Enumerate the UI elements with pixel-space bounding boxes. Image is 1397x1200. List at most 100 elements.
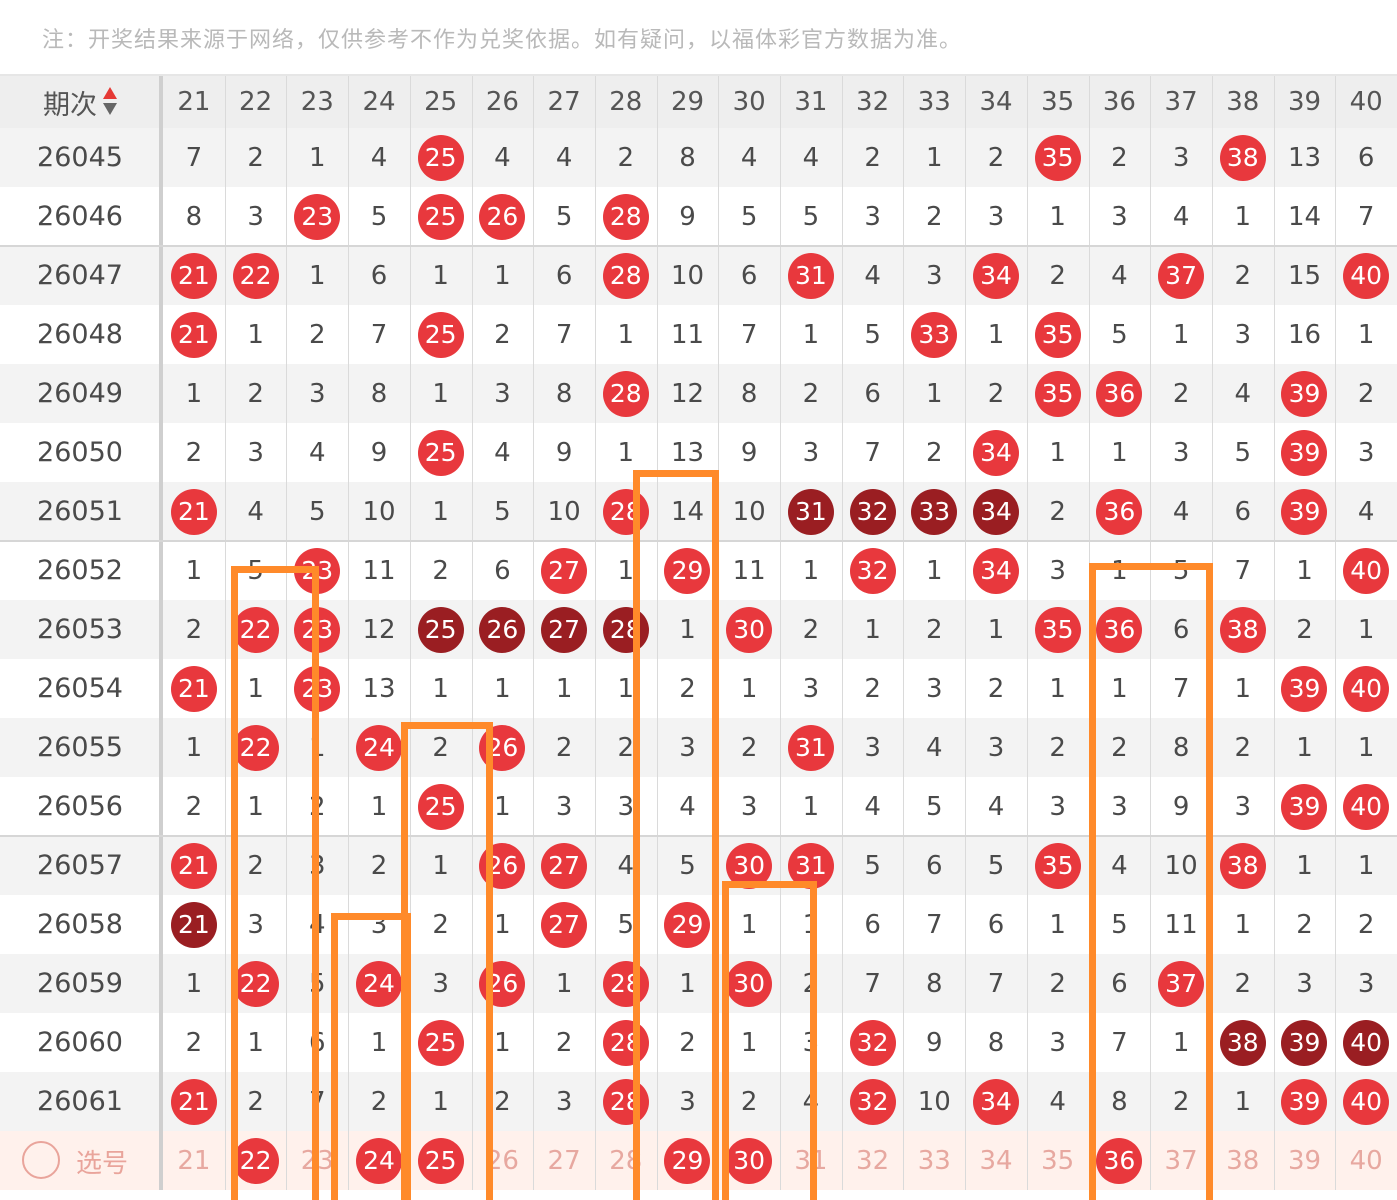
table-cell: 3 — [617, 791, 635, 822]
column-divider — [1335, 76, 1337, 1190]
pick-cell[interactable]: 38 — [1226, 1145, 1260, 1176]
table-cell: 3 — [1172, 142, 1190, 173]
table-cell: 2 — [555, 732, 573, 763]
column-divider — [409, 76, 411, 1190]
table-cell: 9 — [1172, 791, 1190, 822]
table-cell: 11 — [1164, 909, 1198, 940]
table-cell: 33 — [903, 305, 965, 364]
table-cell: 1 — [740, 1027, 758, 1058]
pick-cell[interactable]: 32 — [856, 1145, 890, 1176]
pick-cell[interactable]: 27 — [547, 1145, 581, 1176]
table-cell: 4 — [1111, 850, 1128, 881]
table-cell: 7 — [1111, 1027, 1128, 1058]
drawn-number-ball: 34 — [972, 1078, 1019, 1125]
pick-cell[interactable]: 40 — [1349, 1145, 1383, 1176]
column-divider — [903, 76, 905, 1190]
table-cell: 1 — [247, 673, 264, 704]
header-col-30: 30 — [732, 87, 766, 117]
table-cell: 4 — [926, 732, 943, 763]
table-cell: 7 — [370, 319, 388, 350]
table-cell: 1 — [617, 673, 635, 704]
table-cell: 37 — [1150, 954, 1212, 1013]
pick-cell[interactable]: 37 — [1164, 1145, 1198, 1176]
pick-cell[interactable]: 22 — [225, 1131, 287, 1190]
header-col-40: 40 — [1349, 87, 1383, 117]
table-cell: 4 — [494, 437, 511, 468]
pick-cell[interactable]: 30 — [718, 1131, 780, 1190]
radio-circle-icon[interactable] — [22, 1141, 60, 1179]
drawn-number-ball: 26 — [479, 193, 526, 240]
table-cell: 38 — [1212, 836, 1274, 895]
table-cell: 7 — [987, 968, 1005, 999]
table-cell: 2 — [185, 1027, 203, 1058]
selected-number-ball[interactable]: 36 — [1096, 1137, 1143, 1184]
table-cell: 6 — [370, 260, 388, 291]
pick-cell[interactable]: 39 — [1287, 1145, 1322, 1176]
table-cell: 3 — [247, 909, 264, 940]
table-cell: 7 — [185, 142, 203, 173]
drawn-number-ball: 31 — [787, 842, 834, 889]
table-cell: 39 — [1274, 482, 1336, 541]
column-divider — [780, 76, 781, 1190]
table-cell: 25 — [410, 1013, 472, 1072]
table-cell: 9 — [370, 437, 388, 468]
table-cell: 1 — [432, 496, 449, 527]
pick-cell[interactable]: 29 — [657, 1131, 719, 1190]
table-cell: 2 — [926, 437, 943, 468]
drawn-number-ball: 37 — [1158, 960, 1205, 1007]
table-cell: 15 — [1287, 260, 1322, 291]
header-issue-label[interactable]: 期次 — [0, 76, 160, 128]
table-cell: 2 — [1296, 909, 1313, 940]
table-cell: 4 — [1111, 260, 1128, 291]
table-cell: 22 — [225, 246, 287, 305]
drawn-number-ball: 24 — [355, 960, 402, 1007]
table-cell: 1 — [1172, 1027, 1190, 1058]
drawn-number-ball: 37 — [1158, 252, 1205, 299]
table-cell: 2 — [1234, 732, 1252, 763]
selected-number-ball[interactable]: 22 — [232, 1137, 279, 1184]
sort-icon[interactable] — [103, 87, 117, 117]
issue-number: 26045 — [37, 142, 123, 173]
table-cell: 1 — [309, 260, 326, 291]
table-cell: 2 — [1357, 909, 1375, 940]
table-cell: 4 — [494, 142, 511, 173]
table-cell: 3 — [1049, 555, 1066, 586]
drawn-number-ball: 39 — [1281, 488, 1328, 535]
header-col-27: 27 — [547, 87, 581, 117]
header-col-37: 37 — [1164, 87, 1198, 117]
table-cell: 1 — [1111, 437, 1128, 468]
table-cell: 4 — [1049, 1086, 1066, 1117]
drawn-number-ball: 28 — [602, 252, 649, 299]
table-cell: 2 — [309, 319, 326, 350]
table-cell: 2 — [802, 614, 820, 645]
table-cell: 6 — [987, 909, 1005, 940]
pick-label: 选号 — [76, 1149, 129, 1179]
table-cell: 39 — [1274, 364, 1336, 423]
pick-cell[interactable]: 24 — [348, 1131, 410, 1190]
selected-number-ball[interactable]: 30 — [726, 1137, 773, 1184]
table-cell: 2 — [926, 201, 943, 232]
drawn-number-ball: 27 — [541, 547, 588, 594]
pick-cell[interactable]: 35 — [1041, 1145, 1075, 1176]
table-cell: 32 — [842, 1013, 904, 1072]
column-divider — [533, 76, 535, 1190]
selected-number-ball[interactable]: 24 — [355, 1137, 402, 1184]
drawn-number-ball: 39 — [1281, 370, 1328, 417]
highlight-box — [401, 722, 493, 1200]
pick-cell[interactable]: 34 — [979, 1145, 1013, 1176]
table-cell: 10 — [917, 1086, 951, 1117]
table-cell: 3 — [1111, 201, 1128, 232]
table-cell: 1 — [1172, 319, 1190, 350]
selected-number-ball[interactable]: 29 — [664, 1137, 711, 1184]
table-cell: 30 — [718, 600, 780, 659]
table-cell: 8 — [185, 201, 203, 232]
header-col-22: 22 — [239, 87, 273, 117]
pick-cell[interactable]: 25 — [410, 1131, 472, 1190]
pick-cell[interactable]: 33 — [917, 1145, 951, 1176]
table-cell: 34 — [965, 423, 1027, 482]
pick-cell[interactable]: 21 — [177, 1145, 211, 1176]
table-cell: 5 — [740, 201, 758, 232]
selected-number-ball[interactable]: 25 — [417, 1137, 464, 1184]
pick-cell[interactable]: 36 — [1089, 1131, 1151, 1190]
table-cell: 7 — [926, 909, 943, 940]
